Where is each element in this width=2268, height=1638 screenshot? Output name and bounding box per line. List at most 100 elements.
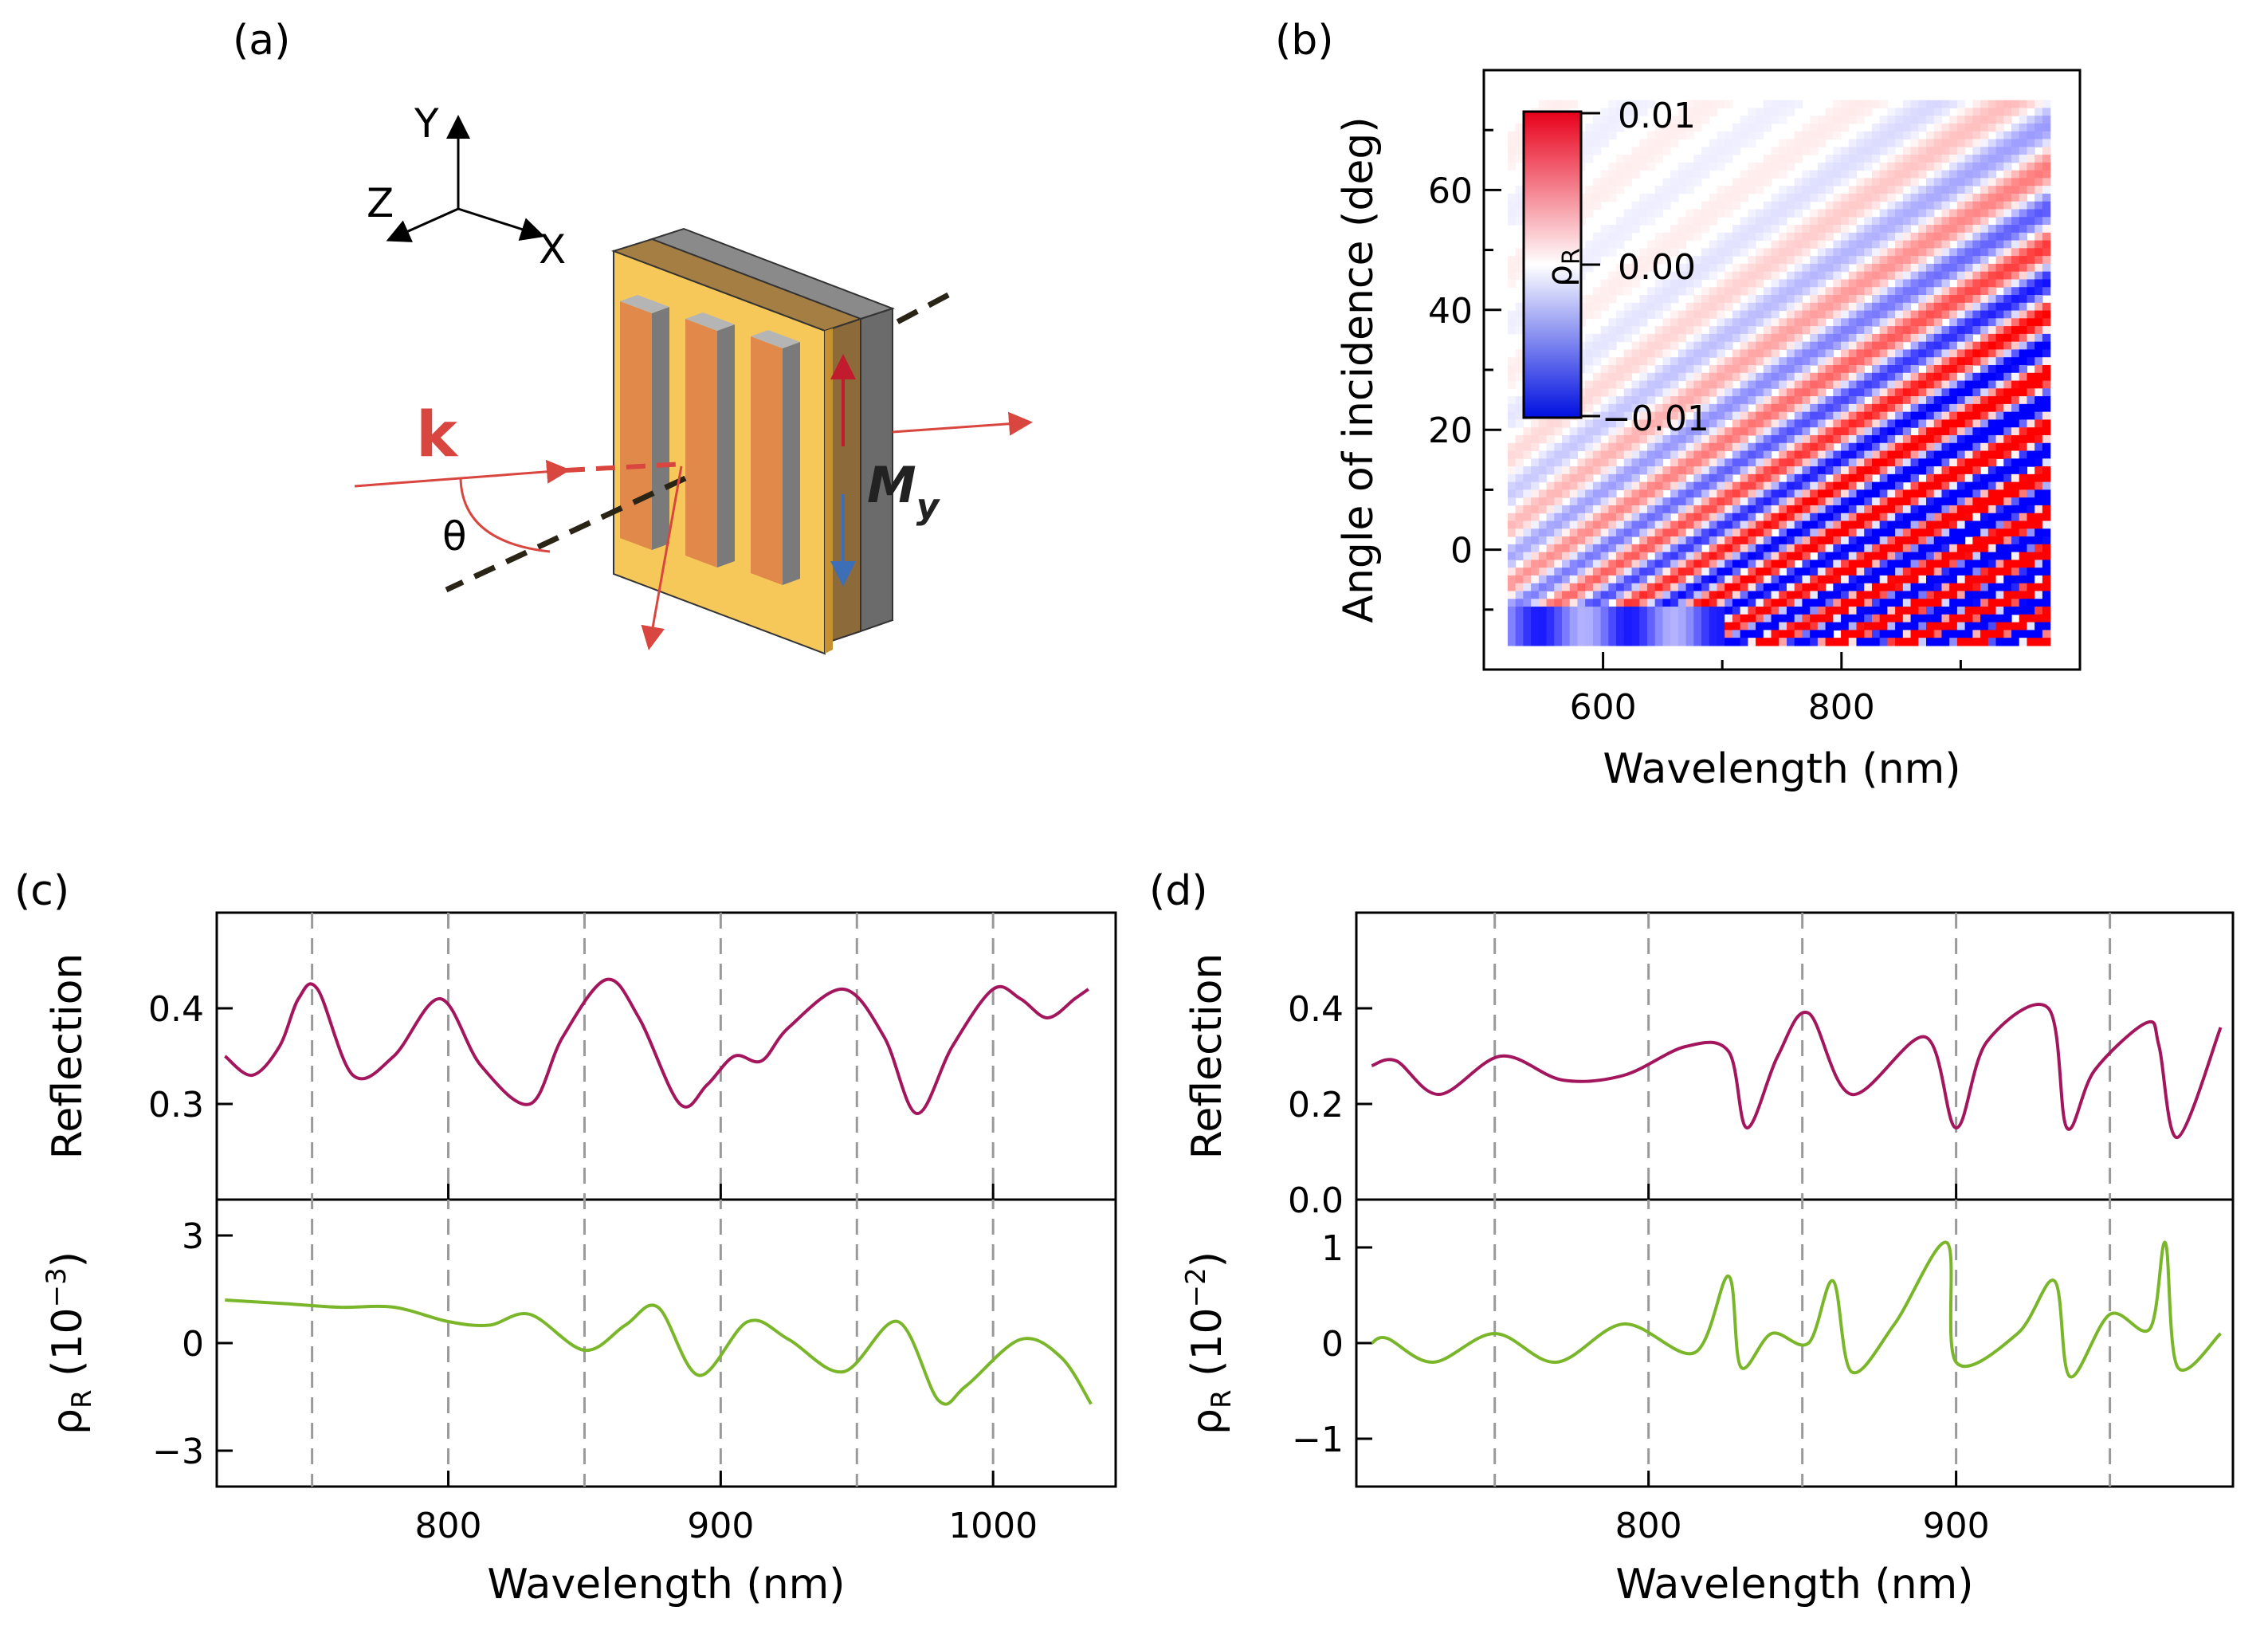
- heatmap-cell: [1841, 162, 1850, 171]
- heatmap-cell: [1709, 341, 1718, 351]
- heatmap-cell: [1732, 427, 1741, 436]
- heatmap-cell: [1577, 638, 1586, 646]
- heatmap-cell: [1810, 193, 1819, 202]
- heatmap-cell: [1725, 139, 1733, 147]
- heatmap-cell: [1763, 256, 1772, 265]
- heatmap-cell: [2035, 155, 2043, 163]
- heatmap-cell: [1732, 178, 1741, 187]
- heatmap-cell: [1910, 380, 1919, 389]
- heatmap-cell: [1756, 497, 1764, 506]
- heatmap-cell: [2019, 310, 2028, 319]
- heatmap-cell: [1879, 388, 1888, 397]
- heatmap-cell: [1987, 622, 1997, 630]
- heatmap-cell: [1887, 434, 1896, 444]
- heatmap-cell: [1964, 232, 1973, 242]
- heatmap-cell: [1748, 396, 1756, 405]
- heatmap-cell: [1639, 622, 1648, 630]
- heatmap-cell: [1685, 162, 1694, 171]
- heatmap-cell: [1677, 123, 1687, 132]
- heatmap-cell: [2027, 560, 2035, 568]
- heatmap-cell: [1941, 263, 1950, 273]
- heatmap-cell: [1841, 295, 1850, 304]
- heatmap-cell: [1771, 614, 1779, 623]
- heatmap-cell: [1941, 248, 1950, 257]
- heatmap-cell: [1871, 505, 1881, 514]
- heatmap-cell: [1748, 497, 1756, 506]
- heatmap-cell: [1709, 513, 1718, 522]
- heatmap-cell: [1841, 201, 1850, 210]
- heatmap-cell: [1631, 403, 1640, 413]
- heatmap-cell: [2035, 614, 2043, 623]
- heatmap-cell: [1817, 520, 1827, 529]
- heatmap-cell: [1608, 458, 1617, 467]
- heatmap-cell: [1592, 302, 1602, 312]
- heatmap-cell: [1608, 225, 1617, 234]
- heatmap-cell: [1895, 364, 1904, 374]
- heatmap-cell: [1662, 201, 1671, 210]
- heatmap-cell: [1902, 458, 1912, 467]
- heatmap-cell: [1995, 100, 2004, 108]
- heatmap-cell: [2035, 263, 2043, 273]
- heatmap-cell: [1717, 528, 1725, 537]
- heatmap-cell: [1639, 450, 1648, 459]
- heatmap-cell: [1926, 232, 1935, 242]
- heatmap-cell: [1902, 162, 1912, 171]
- heatmap-cell: [1779, 489, 1787, 498]
- heatmap-cell: [1956, 209, 1966, 218]
- heatmap-cell: [1654, 528, 1663, 537]
- heatmap-cell: [1887, 318, 1896, 327]
- heatmap-cell: [1577, 458, 1586, 467]
- heatmap-cell: [1864, 505, 1873, 514]
- heatmap-cell: [1786, 520, 1795, 529]
- heatmap-cell: [2003, 481, 2012, 490]
- heatmap-cell: [1546, 638, 1555, 646]
- heatmap-cell: [1600, 528, 1609, 537]
- heatmap-cell: [1879, 217, 1888, 226]
- heatmap-cell: [1639, 599, 1648, 607]
- heatmap-cell: [1841, 100, 1850, 108]
- heatmap-cell: [1623, 349, 1633, 358]
- heatmap-cell: [1825, 310, 1834, 319]
- heatmap-cell: [1732, 513, 1741, 522]
- heatmap-cell: [1802, 271, 1811, 281]
- heatmap-cell: [1825, 357, 1834, 366]
- heatmap-cell: [1987, 458, 1997, 467]
- heatmap-cell: [1701, 263, 1710, 273]
- heatmap-cell: [1895, 520, 1904, 529]
- heatmap-cell: [1786, 599, 1795, 607]
- heatmap-cell: [1600, 520, 1609, 529]
- heatmap-cell: [1895, 271, 1904, 281]
- heatmap-cell: [2003, 318, 2012, 327]
- heatmap-cell: [1964, 279, 1973, 288]
- heatmap-cell: [1561, 505, 1571, 514]
- heatmap-cell: [1507, 466, 1517, 475]
- heatmap-cell: [1933, 427, 1943, 436]
- heatmap-cell: [1763, 520, 1772, 529]
- heatmap-cell: [1631, 544, 1640, 553]
- heatmap-cell: [1933, 295, 1943, 304]
- heatmap-cell: [1980, 388, 1989, 397]
- heatmap-cell: [1670, 450, 1679, 459]
- heatmap-cell: [2035, 419, 2043, 428]
- heatmap-cell: [1623, 513, 1633, 522]
- heatmap-cell: [1623, 108, 1633, 116]
- heatmap-cell: [1864, 139, 1873, 147]
- heatmap-cell: [1848, 614, 1858, 623]
- heatmap-cell: [1740, 302, 1748, 312]
- magnetization-label: My: [867, 456, 941, 527]
- heatmap-cell: [1740, 434, 1748, 444]
- heatmap-cell: [1585, 364, 1594, 374]
- heatmap-cell: [1779, 186, 1787, 194]
- heatmap-cell: [1918, 450, 1927, 459]
- heatmap-cell: [1856, 225, 1865, 234]
- heatmap-cell: [1592, 513, 1602, 522]
- heatmap-cell: [1546, 466, 1555, 475]
- heatmap-cell: [1856, 403, 1865, 413]
- heatmap-cell: [1841, 575, 1850, 584]
- heatmap-cell: [1972, 326, 1981, 335]
- heatmap-cell: [1887, 295, 1896, 304]
- heatmap-cell: [1740, 178, 1748, 187]
- heatmap-cell: [1941, 520, 1950, 529]
- heatmap-cell: [1794, 411, 1803, 421]
- heatmap-cell: [1732, 372, 1741, 382]
